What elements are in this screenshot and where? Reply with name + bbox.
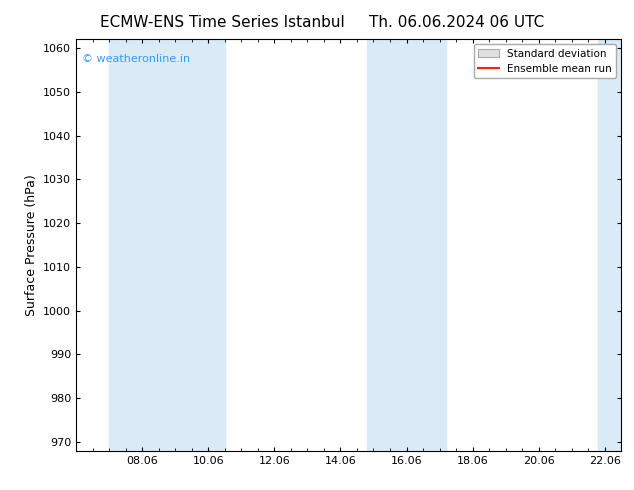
Bar <box>175 39 225 451</box>
Y-axis label: Surface Pressure (hPa): Surface Pressure (hPa) <box>25 174 37 316</box>
Legend: Standard deviation, Ensemble mean run: Standard deviation, Ensemble mean run <box>474 45 616 78</box>
Bar <box>598 39 621 451</box>
Text: © weatheronline.in: © weatheronline.in <box>82 53 190 64</box>
Bar <box>367 39 413 451</box>
Bar <box>413 39 446 451</box>
Bar <box>109 39 175 451</box>
Text: ECMW-ENS Time Series Istanbul: ECMW-ENS Time Series Istanbul <box>100 15 344 30</box>
Text: Th. 06.06.2024 06 UTC: Th. 06.06.2024 06 UTC <box>369 15 544 30</box>
